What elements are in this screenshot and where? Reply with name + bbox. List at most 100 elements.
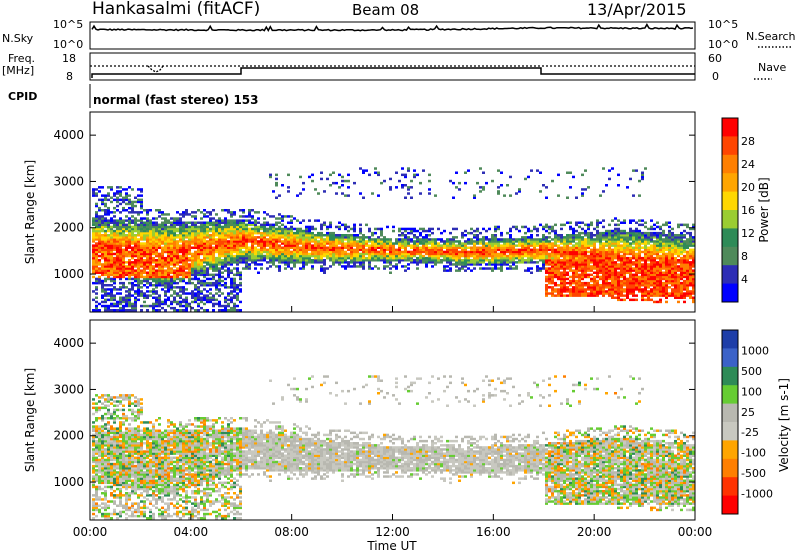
power-cell (353, 181, 356, 185)
power-cell (599, 265, 602, 268)
power-cell (182, 248, 185, 252)
power-cell (539, 269, 542, 272)
power-cell (200, 225, 203, 229)
power-cell (203, 250, 206, 254)
power-cell (302, 250, 305, 254)
power-cell (185, 261, 188, 264)
power-cell (101, 240, 104, 243)
power-cell (185, 213, 188, 216)
power-cell (137, 254, 140, 258)
power-cell (191, 300, 194, 304)
power-cell (614, 229, 617, 233)
power-cell (242, 229, 245, 233)
power-cell (185, 209, 188, 212)
power-cell (593, 227, 596, 231)
power-cell (167, 288, 170, 291)
power-cell (575, 281, 578, 285)
power-cell (242, 225, 245, 229)
power-cell (134, 259, 137, 262)
power-cell (329, 173, 332, 177)
power-cell (569, 292, 572, 295)
power-cell (335, 256, 338, 260)
power-cell (194, 267, 197, 270)
power-cell (647, 250, 650, 254)
power-cell (164, 248, 167, 252)
power-cell (644, 259, 647, 262)
power-cell (533, 256, 536, 260)
power-cell (554, 275, 557, 279)
power-cell (197, 236, 200, 239)
power-cell (662, 271, 665, 274)
power-cell (584, 240, 587, 243)
power-cell (518, 240, 521, 243)
power-cell (338, 238, 341, 241)
power-cell (281, 250, 284, 254)
power-cell (233, 229, 236, 233)
power-cell (521, 261, 524, 264)
power-cell (371, 267, 374, 270)
power-cell (122, 229, 125, 233)
power-cell (275, 196, 278, 199)
power-cell (200, 231, 203, 235)
power-cell (485, 236, 488, 239)
power-cell (515, 254, 518, 258)
power-cell (155, 284, 158, 287)
power-cell (95, 236, 98, 239)
power-cell (257, 271, 260, 274)
power-cell (605, 286, 608, 289)
power-cell (212, 246, 215, 249)
power-cell (326, 225, 329, 229)
power-cell (272, 215, 275, 218)
power-cell (500, 269, 503, 272)
power-cell (608, 269, 611, 272)
power-cell (146, 252, 149, 256)
power-cell (101, 254, 104, 258)
power-cell (431, 265, 434, 268)
power-cell (578, 277, 581, 281)
power-cell (545, 269, 548, 272)
power-cell (218, 252, 221, 256)
power-cell (629, 298, 632, 302)
power-cell (428, 242, 431, 245)
power-cell (194, 261, 197, 264)
freq-unit: [MHz] (2, 64, 34, 77)
power-cell (98, 271, 101, 274)
power-cell (125, 290, 128, 293)
power-cell (353, 234, 356, 237)
power-cell (200, 246, 203, 249)
power-cell (200, 279, 203, 283)
power-cell (521, 240, 524, 243)
power-cell (362, 234, 365, 237)
power-cell (275, 250, 278, 254)
power-cell (581, 290, 584, 293)
power-cell (113, 279, 116, 283)
power-cell (155, 231, 158, 235)
power-cell (194, 292, 197, 295)
power-cell (197, 263, 200, 266)
power-cell (116, 225, 119, 229)
power-cell (296, 238, 299, 241)
power-cell (203, 238, 206, 241)
power-cell (665, 281, 668, 285)
power-cell (245, 248, 248, 252)
power-cell (401, 250, 404, 254)
power-cell (497, 254, 500, 258)
power-cell (368, 250, 371, 254)
power-cell (107, 250, 110, 254)
power-cell (200, 281, 203, 285)
power-cell (212, 242, 215, 245)
power-cell (599, 248, 602, 252)
power-cell (224, 250, 227, 254)
power-cell (140, 190, 143, 193)
power-cell (599, 290, 602, 293)
power-cell (302, 261, 305, 264)
power-cell (473, 259, 476, 262)
power-cell (641, 242, 644, 245)
power-cell (659, 234, 662, 237)
power-cell (452, 259, 455, 262)
power-cell (647, 271, 650, 274)
power-cell (176, 267, 179, 270)
power-cell (92, 261, 95, 264)
power-cell (212, 209, 215, 212)
power-cell (146, 263, 149, 266)
